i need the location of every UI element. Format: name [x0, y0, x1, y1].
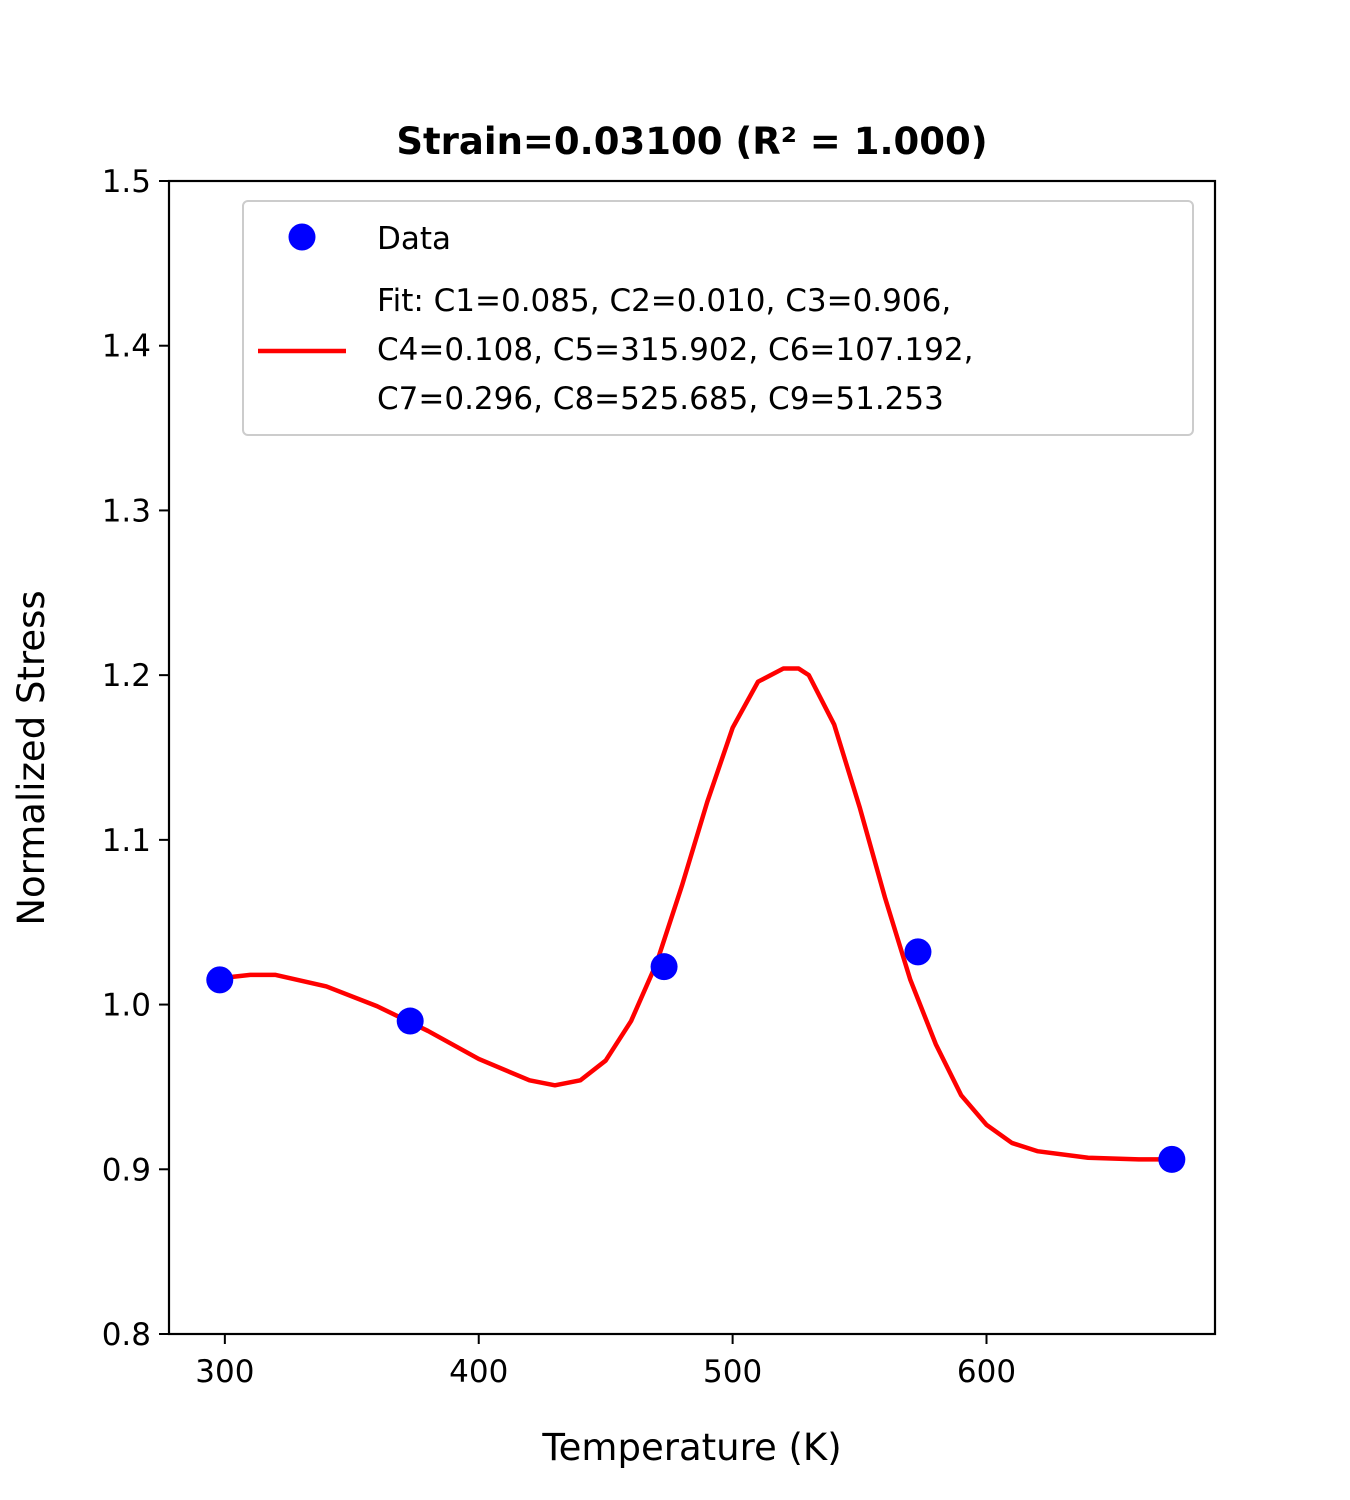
fit-line: [217, 666, 1175, 1162]
data-point: [904, 938, 932, 966]
y-tick-label: 1.2: [102, 658, 151, 694]
y-tick-label: 1.5: [102, 164, 151, 200]
legend-label-fit-line: C7=0.296, C8=525.685, C9=51.253: [377, 381, 944, 417]
data-point: [396, 1007, 424, 1035]
data-point: [206, 966, 234, 994]
legend-box: [242, 200, 1194, 436]
y-axis-label: Normalized Stress: [10, 590, 53, 925]
legend-label-fit-line: C4=0.108, C5=315.902, C6=107.192,: [377, 332, 973, 368]
x-tick-label: 300: [195, 1354, 254, 1390]
chart-title: Strain=0.03100 (R² = 1.000): [396, 120, 987, 163]
x-tick-label: 500: [703, 1354, 762, 1390]
legend-label-fit-line: Fit: C1=0.085, C2=0.010, C3=0.906,: [377, 283, 951, 319]
x-tick-label: 400: [449, 1354, 508, 1390]
data-point: [650, 953, 678, 981]
y-tick-label: 1.3: [102, 493, 151, 529]
x-axis-label: Temperature (K): [541, 1426, 841, 1469]
legend-marker-data: [288, 223, 316, 251]
plot-area: 300 400 500 600 0.8 0.9 1.0 1.1 1.2 1.3 1.4 1.5: [102, 164, 1217, 1390]
y-tick-label: 1.1: [102, 823, 151, 859]
legend: Data Fit: C1=0.085, C2=0.010, C3=0.906, C4…: [242, 200, 1194, 436]
data-point: [1158, 1145, 1186, 1173]
y-tick-label: 0.8: [102, 1317, 151, 1353]
x-tick-label: 600: [957, 1354, 1016, 1390]
legend-label-data: Data: [377, 221, 451, 257]
y-tick-label: 0.9: [102, 1152, 151, 1188]
axes-frame: [167, 179, 1217, 1336]
y-tick-label: 1.0: [102, 988, 151, 1024]
y-tick-label: 1.4: [102, 329, 151, 365]
